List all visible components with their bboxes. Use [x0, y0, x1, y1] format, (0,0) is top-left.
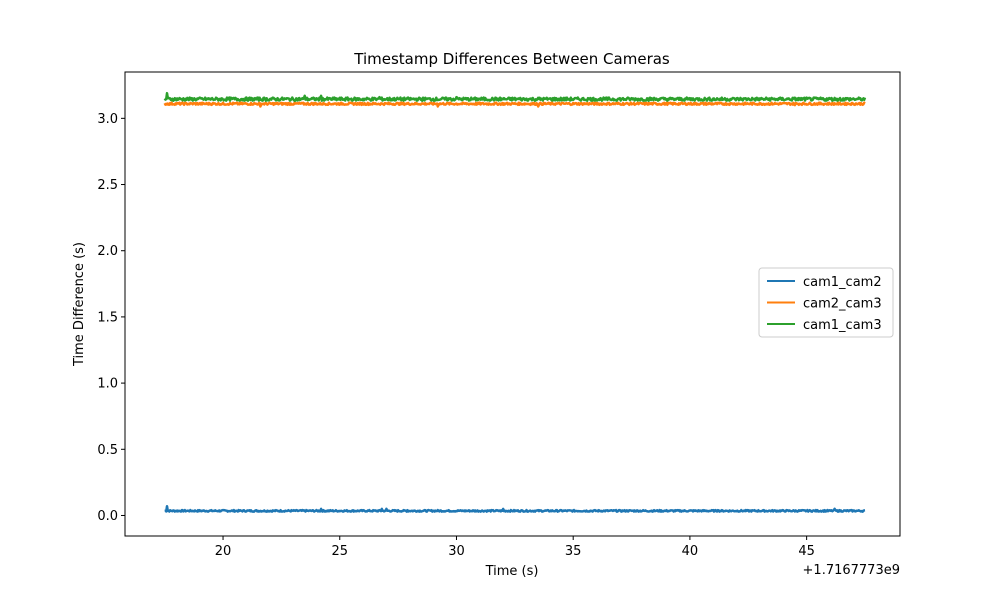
- x-tick-label: 25: [331, 544, 348, 559]
- series-line-cam1_cam2: [164, 504, 866, 513]
- x-tick-label: 20: [215, 544, 232, 559]
- x-tick-label: 35: [565, 544, 582, 559]
- legend-label: cam2_cam3: [803, 297, 882, 312]
- legend: cam1_cam2 cam2_cam3 cam1_cam3: [758, 267, 894, 338]
- x-axis-ticks: 20 25 30 35 40 45: [215, 536, 815, 559]
- y-tick-label: 2.5: [97, 178, 118, 193]
- x-axis-offset-label: +1.7167773e9: [803, 563, 900, 578]
- legend-label: cam1_cam3: [803, 318, 882, 333]
- y-axis-ticks: 0.0 0.5 1.0 1.5 2.0 2.5 3.0: [97, 112, 125, 524]
- x-axis-label: Time (s): [485, 564, 539, 579]
- y-tick-label: 1.0: [97, 377, 118, 392]
- y-tick-label: 2.0: [97, 244, 118, 259]
- chart-title: Timestamp Differences Between Cameras: [353, 50, 670, 68]
- y-axis-label: Time Difference (s): [72, 242, 87, 367]
- y-tick-label: 0.5: [97, 443, 118, 458]
- x-tick-label: 30: [448, 544, 465, 559]
- y-tick-label: 0.0: [97, 509, 118, 524]
- legend-box: [758, 267, 894, 338]
- y-tick-label: 3.0: [97, 112, 118, 127]
- y-tick-label: 1.5: [97, 310, 118, 325]
- series-line-cam1_cam3: [163, 91, 867, 102]
- x-tick-label: 40: [682, 544, 699, 559]
- legend-label: cam1_cam2: [803, 275, 882, 290]
- plot-series: [163, 91, 867, 513]
- series-line-cam2_cam3: [163, 101, 866, 108]
- plot-frame: [124, 71, 901, 537]
- x-tick-label: 45: [798, 544, 815, 559]
